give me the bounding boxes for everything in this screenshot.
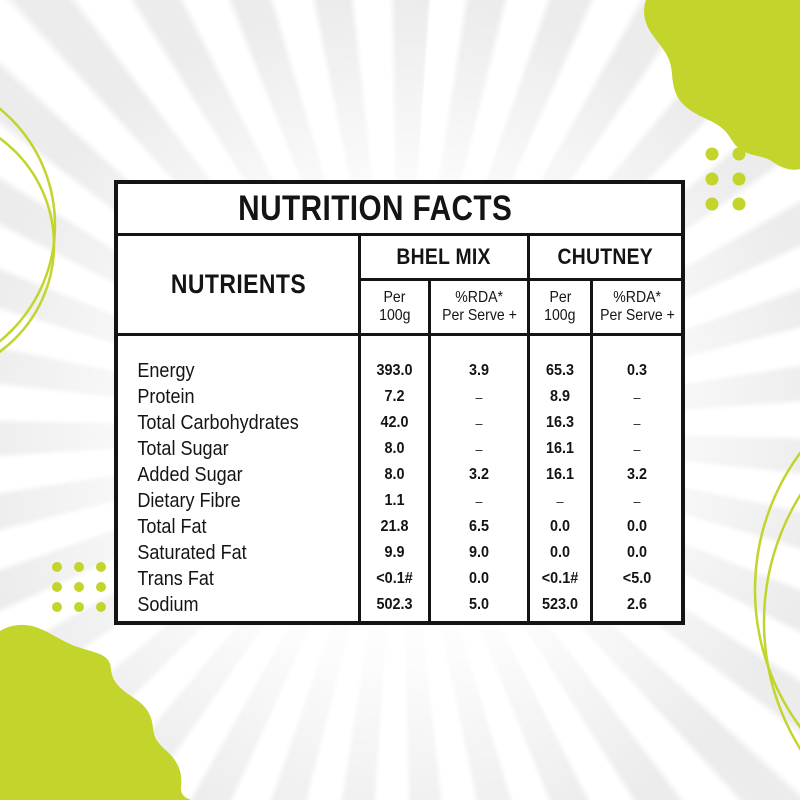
- value-cell: 16.1: [545, 440, 575, 457]
- value-cell: 16.3: [545, 414, 575, 431]
- subheader-rda-per-serve: %RDA* Per Serve +: [590, 281, 681, 333]
- table-body: Energy Protein Total Carbohydrates Total…: [118, 336, 681, 621]
- group-name-bhel-mix: BHEL MIX: [396, 244, 492, 269]
- subheader-line: 100g: [544, 307, 576, 324]
- table-title: NUTRITION FACTS: [238, 188, 513, 228]
- value-cell: 1.1: [384, 492, 405, 509]
- table-header: NUTRIENTS BHEL MIX Per 100g %RDA* Per Se…: [118, 236, 681, 336]
- value-cell: 0.0: [549, 518, 571, 535]
- value-cell: 65.3: [545, 362, 575, 379]
- value-cell: –: [475, 389, 483, 405]
- value-cell: –: [633, 441, 641, 457]
- dot-grid-top-right: [705, 147, 746, 211]
- blob-top-right: [644, 0, 800, 170]
- group-subheaders: Per 100g %RDA* Per Serve +: [361, 281, 527, 333]
- circle-outlines-right: [753, 451, 800, 751]
- subheader-line: 100g: [378, 307, 411, 324]
- dot-grid-bottom-left: [52, 562, 106, 612]
- value-cell: 42.0: [380, 414, 409, 431]
- subheader-line: Per: [383, 288, 406, 306]
- blob-bottom-left: [0, 624, 191, 800]
- group-name-cell: CHUTNEY: [530, 236, 681, 281]
- subheader-line: %RDA*: [613, 288, 661, 306]
- value-cell: 2.6: [626, 596, 648, 613]
- nutrient-name-cell: Trans Fat: [137, 567, 214, 590]
- value-cell: 3.2: [468, 466, 490, 483]
- subheader-line: %RDA*: [455, 288, 503, 306]
- nutrient-name-cell: Added Sugar: [137, 463, 243, 486]
- value-cell: <5.0: [622, 570, 652, 587]
- value-cell: 5.0: [468, 596, 490, 613]
- value-cell: 9.0: [468, 544, 490, 561]
- nutrient-name-cell: Total Fat: [137, 515, 207, 538]
- group-subheaders: Per 100g %RDA* Per Serve +: [530, 281, 681, 333]
- nutrients-header-cell: NUTRIENTS: [118, 236, 358, 333]
- column-nutrient-names: Energy Protein Total Carbohydrates Total…: [118, 336, 358, 621]
- table-title-row: NUTRITION FACTS: [118, 184, 681, 236]
- subheader-line: Per Serve +: [599, 307, 675, 324]
- value-cell: 3.9: [468, 362, 490, 379]
- column-chutney-per-100g: 65.3 8.9 16.3 16.1 16.1 – 0.0 0.0 <0.1# …: [527, 336, 590, 621]
- value-cell: –: [475, 493, 483, 509]
- nutrient-name-cell: Sodium: [137, 593, 199, 616]
- nutrient-name-cell: Total Carbohydrates: [137, 411, 299, 434]
- value-cell: 16.1: [545, 466, 575, 483]
- nutrients-header-label: NUTRIENTS: [170, 269, 306, 299]
- value-cell: 0.0: [626, 544, 648, 561]
- value-cell: –: [633, 389, 641, 405]
- nutrient-name-cell: Dietary Fibre: [137, 489, 241, 512]
- value-cell: 21.8: [380, 518, 409, 535]
- value-cell: –: [633, 493, 641, 509]
- value-cell: 7.2: [384, 388, 405, 405]
- subheader-rda-per-serve: %RDA* Per Serve +: [428, 281, 527, 333]
- subheader-per-100g: Per 100g: [530, 281, 590, 333]
- value-cell: <0.1#: [376, 570, 413, 587]
- value-cell: <0.1#: [541, 570, 579, 587]
- column-bhel-per-100g: 393.0 7.2 42.0 8.0 8.0 1.1 21.8 9.9 <0.1…: [358, 336, 428, 621]
- value-cell: 502.3: [376, 596, 413, 613]
- value-cell: –: [475, 441, 483, 457]
- nutrient-name-cell: Total Sugar: [137, 437, 229, 460]
- value-cell: 523.0: [541, 596, 579, 613]
- value-cell: 0.0: [468, 570, 490, 587]
- nutrient-name-cell: Saturated Fat: [137, 541, 247, 564]
- value-cell: 9.9: [384, 544, 405, 561]
- value-cell: 0.0: [549, 544, 571, 561]
- value-cell: 0.0: [626, 518, 648, 535]
- subheader-line: Per: [549, 288, 571, 306]
- value-cell: 393.0: [376, 362, 413, 379]
- value-cell: –: [556, 493, 564, 509]
- column-bhel-rda: 3.9 – – – 3.2 – 6.5 9.0 0.0 5.0: [428, 336, 527, 621]
- nutrient-name-cell: Protein: [137, 385, 195, 408]
- group-name-cell: BHEL MIX: [361, 236, 527, 281]
- value-cell: –: [475, 415, 483, 431]
- nutrient-name-cell: Energy: [137, 359, 195, 382]
- subheader-per-100g: Per 100g: [361, 281, 428, 333]
- value-cell: –: [633, 415, 641, 431]
- subheader-line: Per Serve +: [441, 307, 517, 324]
- value-cell: 8.9: [549, 388, 571, 405]
- group-bhel-mix: BHEL MIX Per 100g %RDA* Per Serve +: [358, 236, 527, 333]
- value-cell: 8.0: [384, 440, 405, 457]
- value-cell: 0.3: [626, 362, 648, 379]
- value-cell: 6.5: [468, 518, 490, 535]
- circle-outlines-top-left: [0, 107, 57, 353]
- group-name-chutney: CHUTNEY: [557, 244, 654, 269]
- value-cell: 3.2: [626, 466, 648, 483]
- value-cell: 8.0: [384, 466, 405, 483]
- nutrition-facts-table: NUTRITION FACTS NUTRIENTS BHEL MIX Per 1…: [114, 180, 685, 625]
- column-chutney-rda: 0.3 – – – 3.2 – 0.0 0.0 <5.0 2.6: [590, 336, 681, 621]
- group-chutney: CHUTNEY Per 100g %RDA* Per Serve +: [527, 236, 681, 333]
